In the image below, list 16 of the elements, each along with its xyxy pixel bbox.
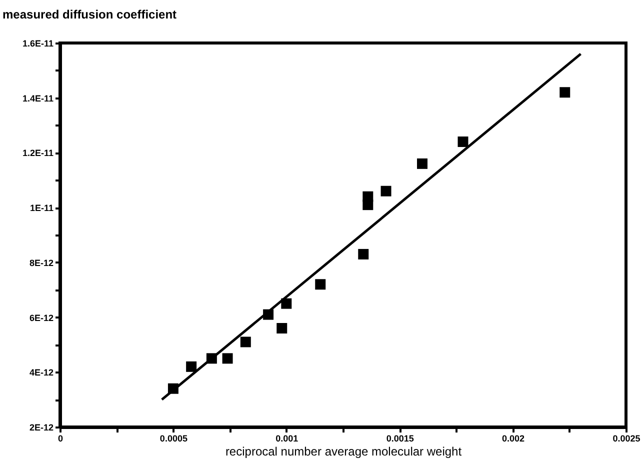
- x-axis-title: reciprocal number average molecular weight: [225, 444, 462, 458]
- y-tick-label: 1E-11: [30, 203, 54, 214]
- x-tick-label: 0: [58, 434, 64, 444]
- x-tick-label: 0.001: [276, 434, 298, 444]
- x-tick-label: 0.0015: [386, 434, 414, 444]
- y-tick-label: 1.6E-11: [22, 38, 54, 48]
- y-tick-label: 4E-12: [29, 368, 54, 378]
- y-tick-label: 1.4E-11: [22, 93, 54, 104]
- x-tick-label: 0.002: [502, 434, 525, 444]
- y-tick-label: 2E-12: [29, 422, 54, 432]
- x-tick-label: 0.0005: [160, 434, 188, 444]
- y-tick-label: 8E-12: [29, 258, 54, 268]
- y-tick-label: 6E-12: [29, 312, 54, 323]
- y-tick-label: 1.2E-11: [22, 148, 54, 158]
- y-axis-title: measured diffusion coefficient: [2, 8, 177, 22]
- x-tick-label: 0.0025: [612, 434, 640, 444]
